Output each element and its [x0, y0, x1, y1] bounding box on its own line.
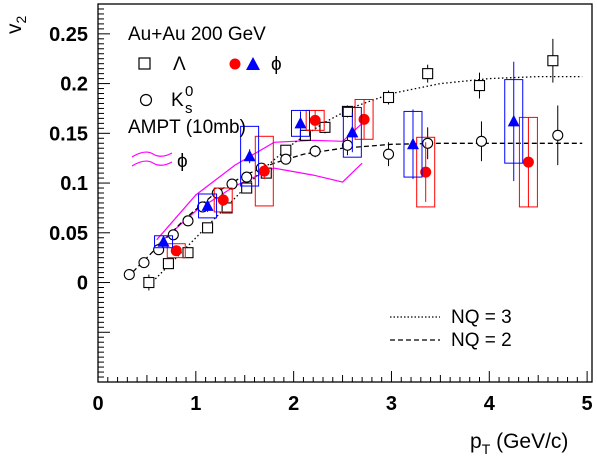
legend-ks-marker	[139, 93, 153, 107]
ks0-point	[382, 148, 395, 160]
legend-header: Au+Au 200 GeV	[128, 24, 266, 45]
phi-blue-point	[243, 149, 256, 162]
systematic-box	[198, 193, 218, 219]
lambda-point	[473, 80, 486, 92]
lambda-point	[241, 182, 253, 194]
y-axis-label: v2	[3, 16, 29, 35]
legend-phi-blue-marker	[246, 57, 260, 70]
y-tick-label: 0.15	[49, 123, 88, 145]
y-tick-label: 0.1	[60, 173, 88, 195]
ks0-point	[182, 215, 194, 227]
legend-ampt-phi-label: ϕ	[177, 151, 188, 172]
lambda-point	[382, 91, 395, 104]
legend-ampt-band	[131, 151, 173, 167]
lambda-point	[341, 105, 353, 117]
ks0-point	[552, 129, 564, 141]
lambda-point	[182, 247, 194, 259]
phi-blue-point	[201, 199, 214, 211]
x-axis-label-sub: T	[482, 441, 491, 457]
legend-ks-sub: s	[185, 100, 193, 117]
phi-blue-point	[294, 116, 307, 129]
legend-ks-main: K	[171, 90, 184, 111]
lambda-point	[299, 129, 311, 141]
y-tick-label: 0.25	[49, 24, 88, 46]
phi-red-point	[217, 194, 229, 206]
legend-nq2-label: NQ = 2	[451, 330, 512, 351]
lambda-point	[143, 276, 155, 289]
systematic-box	[290, 109, 310, 137]
y-tick-label: 0	[77, 273, 88, 295]
x-axis-label: pT (GeV/c)	[470, 430, 568, 457]
systematic-box	[213, 187, 233, 213]
y-tick-label: 0.2	[60, 74, 88, 96]
ks0-point	[475, 135, 488, 147]
ks0-point	[422, 137, 434, 149]
phi-blue-point	[507, 114, 520, 127]
ks0-point	[167, 229, 179, 241]
phi-blue-point	[157, 235, 170, 247]
data-points	[123, 38, 564, 291]
legend-ks-sup: 0	[185, 83, 193, 100]
x-tick-label: 2	[288, 393, 299, 415]
phi-red-point	[170, 245, 182, 257]
phi-red-point	[258, 165, 270, 177]
systematic-box	[254, 135, 274, 207]
legend: Au+Au 200 GeV Λ ϕ K s 0 AMPT (10mb) ϕ NQ…	[128, 24, 512, 351]
ks0-point	[280, 153, 292, 165]
ks0-point	[241, 171, 253, 183]
phi-red-point	[358, 113, 370, 125]
systematic-box	[342, 106, 362, 158]
legend-phi-label: ϕ	[271, 54, 282, 75]
lambda-point	[202, 222, 214, 234]
x-tick-label: 5	[582, 393, 593, 415]
x-axis-label-unit: (GeV/c)	[490, 430, 568, 453]
legend-lambda-marker	[138, 57, 151, 70]
phi-red-point	[309, 114, 321, 126]
ampt-band-lower	[156, 162, 363, 247]
y-tick-label: 0.05	[49, 223, 88, 245]
y-axis-label-main: v	[3, 23, 26, 34]
lambda-point	[319, 121, 331, 133]
x-tick-label: 0	[92, 393, 103, 415]
lambda-point	[547, 55, 559, 67]
legend-phi-red-marker	[229, 58, 241, 70]
ampt-band-upper	[156, 122, 363, 241]
ks0-point	[123, 269, 135, 281]
x-tick-label: 3	[386, 393, 397, 415]
systematic-box	[166, 243, 186, 259]
legend-lambda-label: Λ	[173, 54, 186, 75]
legend-ks-label: K	[171, 90, 184, 111]
y-axis-label-sub: 2	[13, 16, 29, 24]
lambda-point	[422, 68, 434, 80]
phi-red-point	[522, 156, 534, 168]
phi-red-point	[420, 166, 432, 178]
legend-ampt-label: AMPT (10mb)	[128, 117, 246, 138]
phi-blue-point	[406, 137, 419, 150]
axis-ticks: 0 1 2 3 4 5 0 0.05 0.1 0.15 0.2 0.25	[49, 8, 593, 415]
ks0-point	[138, 257, 150, 269]
legend-nq3-label: NQ = 3	[451, 307, 512, 328]
lambda-point	[162, 258, 174, 270]
x-tick-label: 1	[190, 393, 201, 415]
systematic-box	[240, 125, 260, 187]
ks0-point	[341, 139, 353, 151]
x-tick-label: 4	[484, 393, 496, 415]
systematic-box	[416, 136, 436, 208]
ks0-point	[309, 145, 321, 157]
phi-blue-point	[346, 125, 359, 138]
x-axis-label-main: p	[470, 430, 482, 453]
